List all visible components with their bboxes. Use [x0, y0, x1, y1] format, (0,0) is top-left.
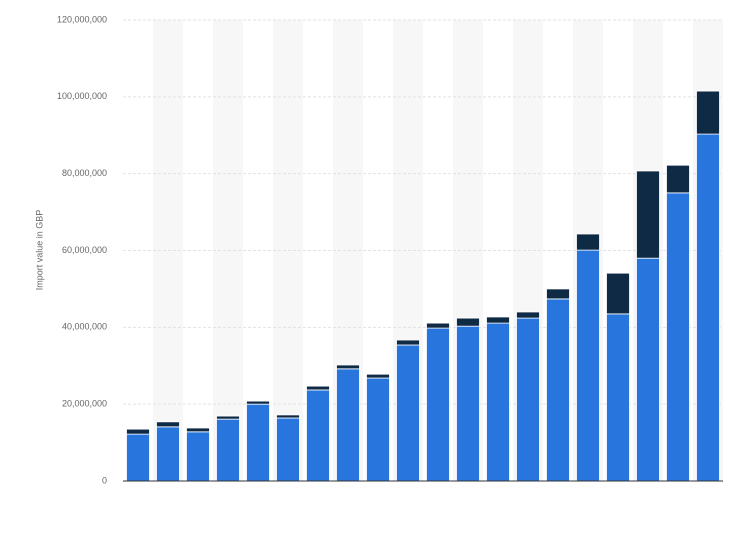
bar-segment: [576, 249, 600, 482]
bar-segment: [306, 389, 330, 482]
bar-segment: [396, 344, 420, 482]
bar-segment: [216, 415, 240, 420]
bar-segment: [216, 418, 240, 482]
bar-segment: [186, 427, 210, 433]
bar-segment: [606, 272, 630, 315]
bar-segment: [666, 164, 690, 194]
bar-segment: [606, 313, 630, 482]
bar-segment: [426, 322, 450, 329]
y-tick-label: 100,000,000: [57, 91, 107, 101]
bar-segment: [276, 414, 300, 419]
bar-segment: [516, 311, 540, 319]
bar-segment: [366, 373, 390, 379]
bar-segment: [456, 317, 480, 327]
bar-segment: [636, 257, 660, 482]
bar-segment: [636, 170, 660, 259]
bar-segment: [276, 417, 300, 482]
y-tick-label: 80,000,000: [62, 168, 107, 178]
y-tick-label: 20,000,000: [62, 399, 107, 409]
bar-segment: [156, 426, 180, 482]
bar-segment: [546, 298, 570, 482]
bar-segment: [666, 192, 690, 482]
bar-segment: [396, 339, 420, 346]
bar-segment: [696, 133, 720, 482]
bar-segment: [456, 325, 480, 482]
bar-segment: [546, 288, 570, 300]
bar-segment: [306, 385, 330, 391]
bar-segment: [186, 431, 210, 482]
bar-segment: [486, 322, 510, 482]
bar-segment: [426, 327, 450, 482]
bar-segment: [156, 421, 180, 428]
bar-segment: [126, 428, 150, 435]
bar-segment: [246, 403, 270, 482]
bar-segment: [696, 90, 720, 135]
y-tick-label: 40,000,000: [62, 322, 107, 332]
y-tick-label: 120,000,000: [57, 14, 107, 24]
y-tick-label: 0: [102, 475, 107, 485]
bar-segment: [246, 400, 270, 405]
y-axis-label: Import value in GBP: [34, 210, 44, 291]
bar-segment: [516, 317, 540, 482]
bar-segment: [366, 377, 390, 482]
bar-segment: [336, 364, 360, 370]
bar-segment: [576, 233, 600, 251]
bar-segment: [126, 433, 150, 482]
bar-segment: [336, 368, 360, 482]
y-tick-label: 60,000,000: [62, 245, 107, 255]
bar-segment: [486, 316, 510, 324]
